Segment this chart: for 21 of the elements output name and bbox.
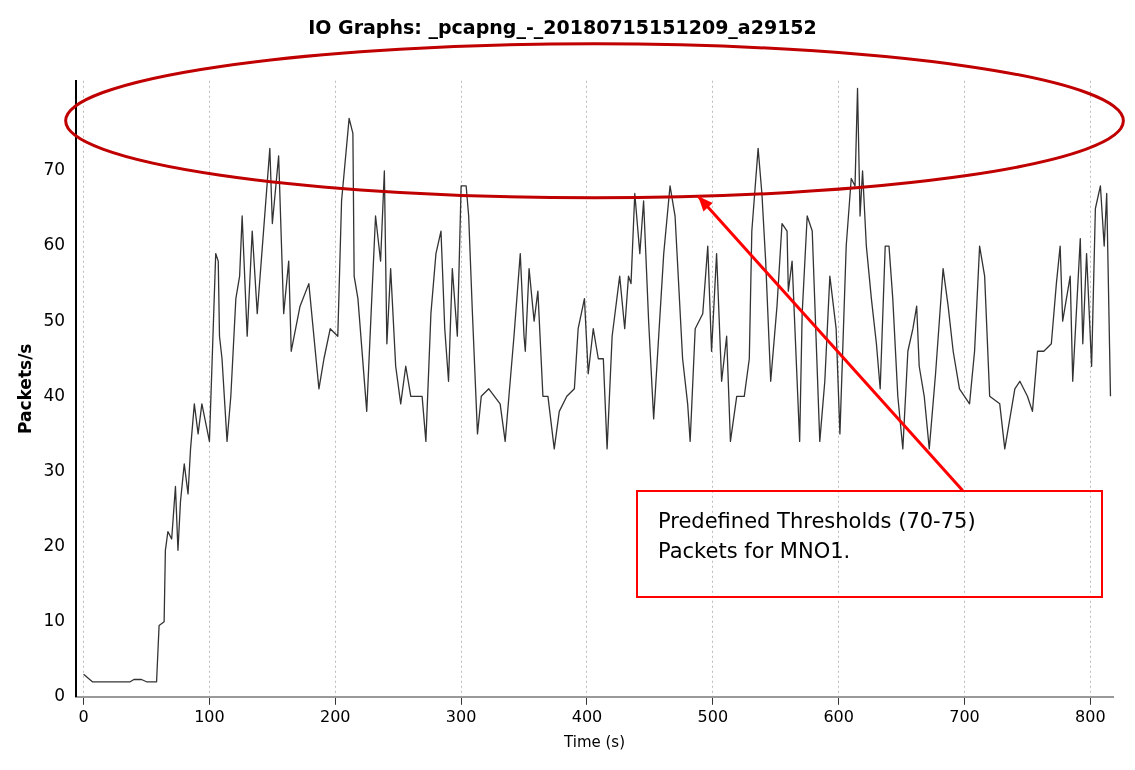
y-tick-label: 20 bbox=[43, 534, 66, 555]
y-tick-label: 70 bbox=[43, 159, 66, 180]
x-tick-label: 200 bbox=[320, 706, 351, 726]
y-axis-title: Packets/s bbox=[14, 343, 35, 435]
y-tick-label: 0 bbox=[54, 685, 66, 706]
x-tick-label: 700 bbox=[949, 706, 980, 726]
y-tick-label: 60 bbox=[43, 234, 66, 255]
y-tick-label: 10 bbox=[43, 610, 66, 631]
chart-title: IO Graphs: _pcapng_-_20180715151209_a29152 bbox=[308, 16, 817, 40]
y-tick-label: 30 bbox=[43, 459, 66, 480]
x-tick-label: 400 bbox=[571, 706, 603, 726]
x-tick-label: 500 bbox=[697, 706, 729, 726]
x-tick-label: 600 bbox=[823, 706, 854, 726]
y-tick-label: 40 bbox=[43, 384, 66, 405]
x-axis-title: Time (s) bbox=[563, 732, 626, 751]
x-tick-label: 800 bbox=[1075, 706, 1106, 726]
callout-box: Predefined Thresholds (70-75) Packets for MNO1. bbox=[636, 490, 1103, 599]
y-tick-label: 50 bbox=[43, 309, 66, 330]
x-tick-label: 300 bbox=[445, 706, 477, 726]
x-tick-label: 100 bbox=[194, 706, 225, 726]
x-tick-label: 0 bbox=[78, 706, 89, 726]
